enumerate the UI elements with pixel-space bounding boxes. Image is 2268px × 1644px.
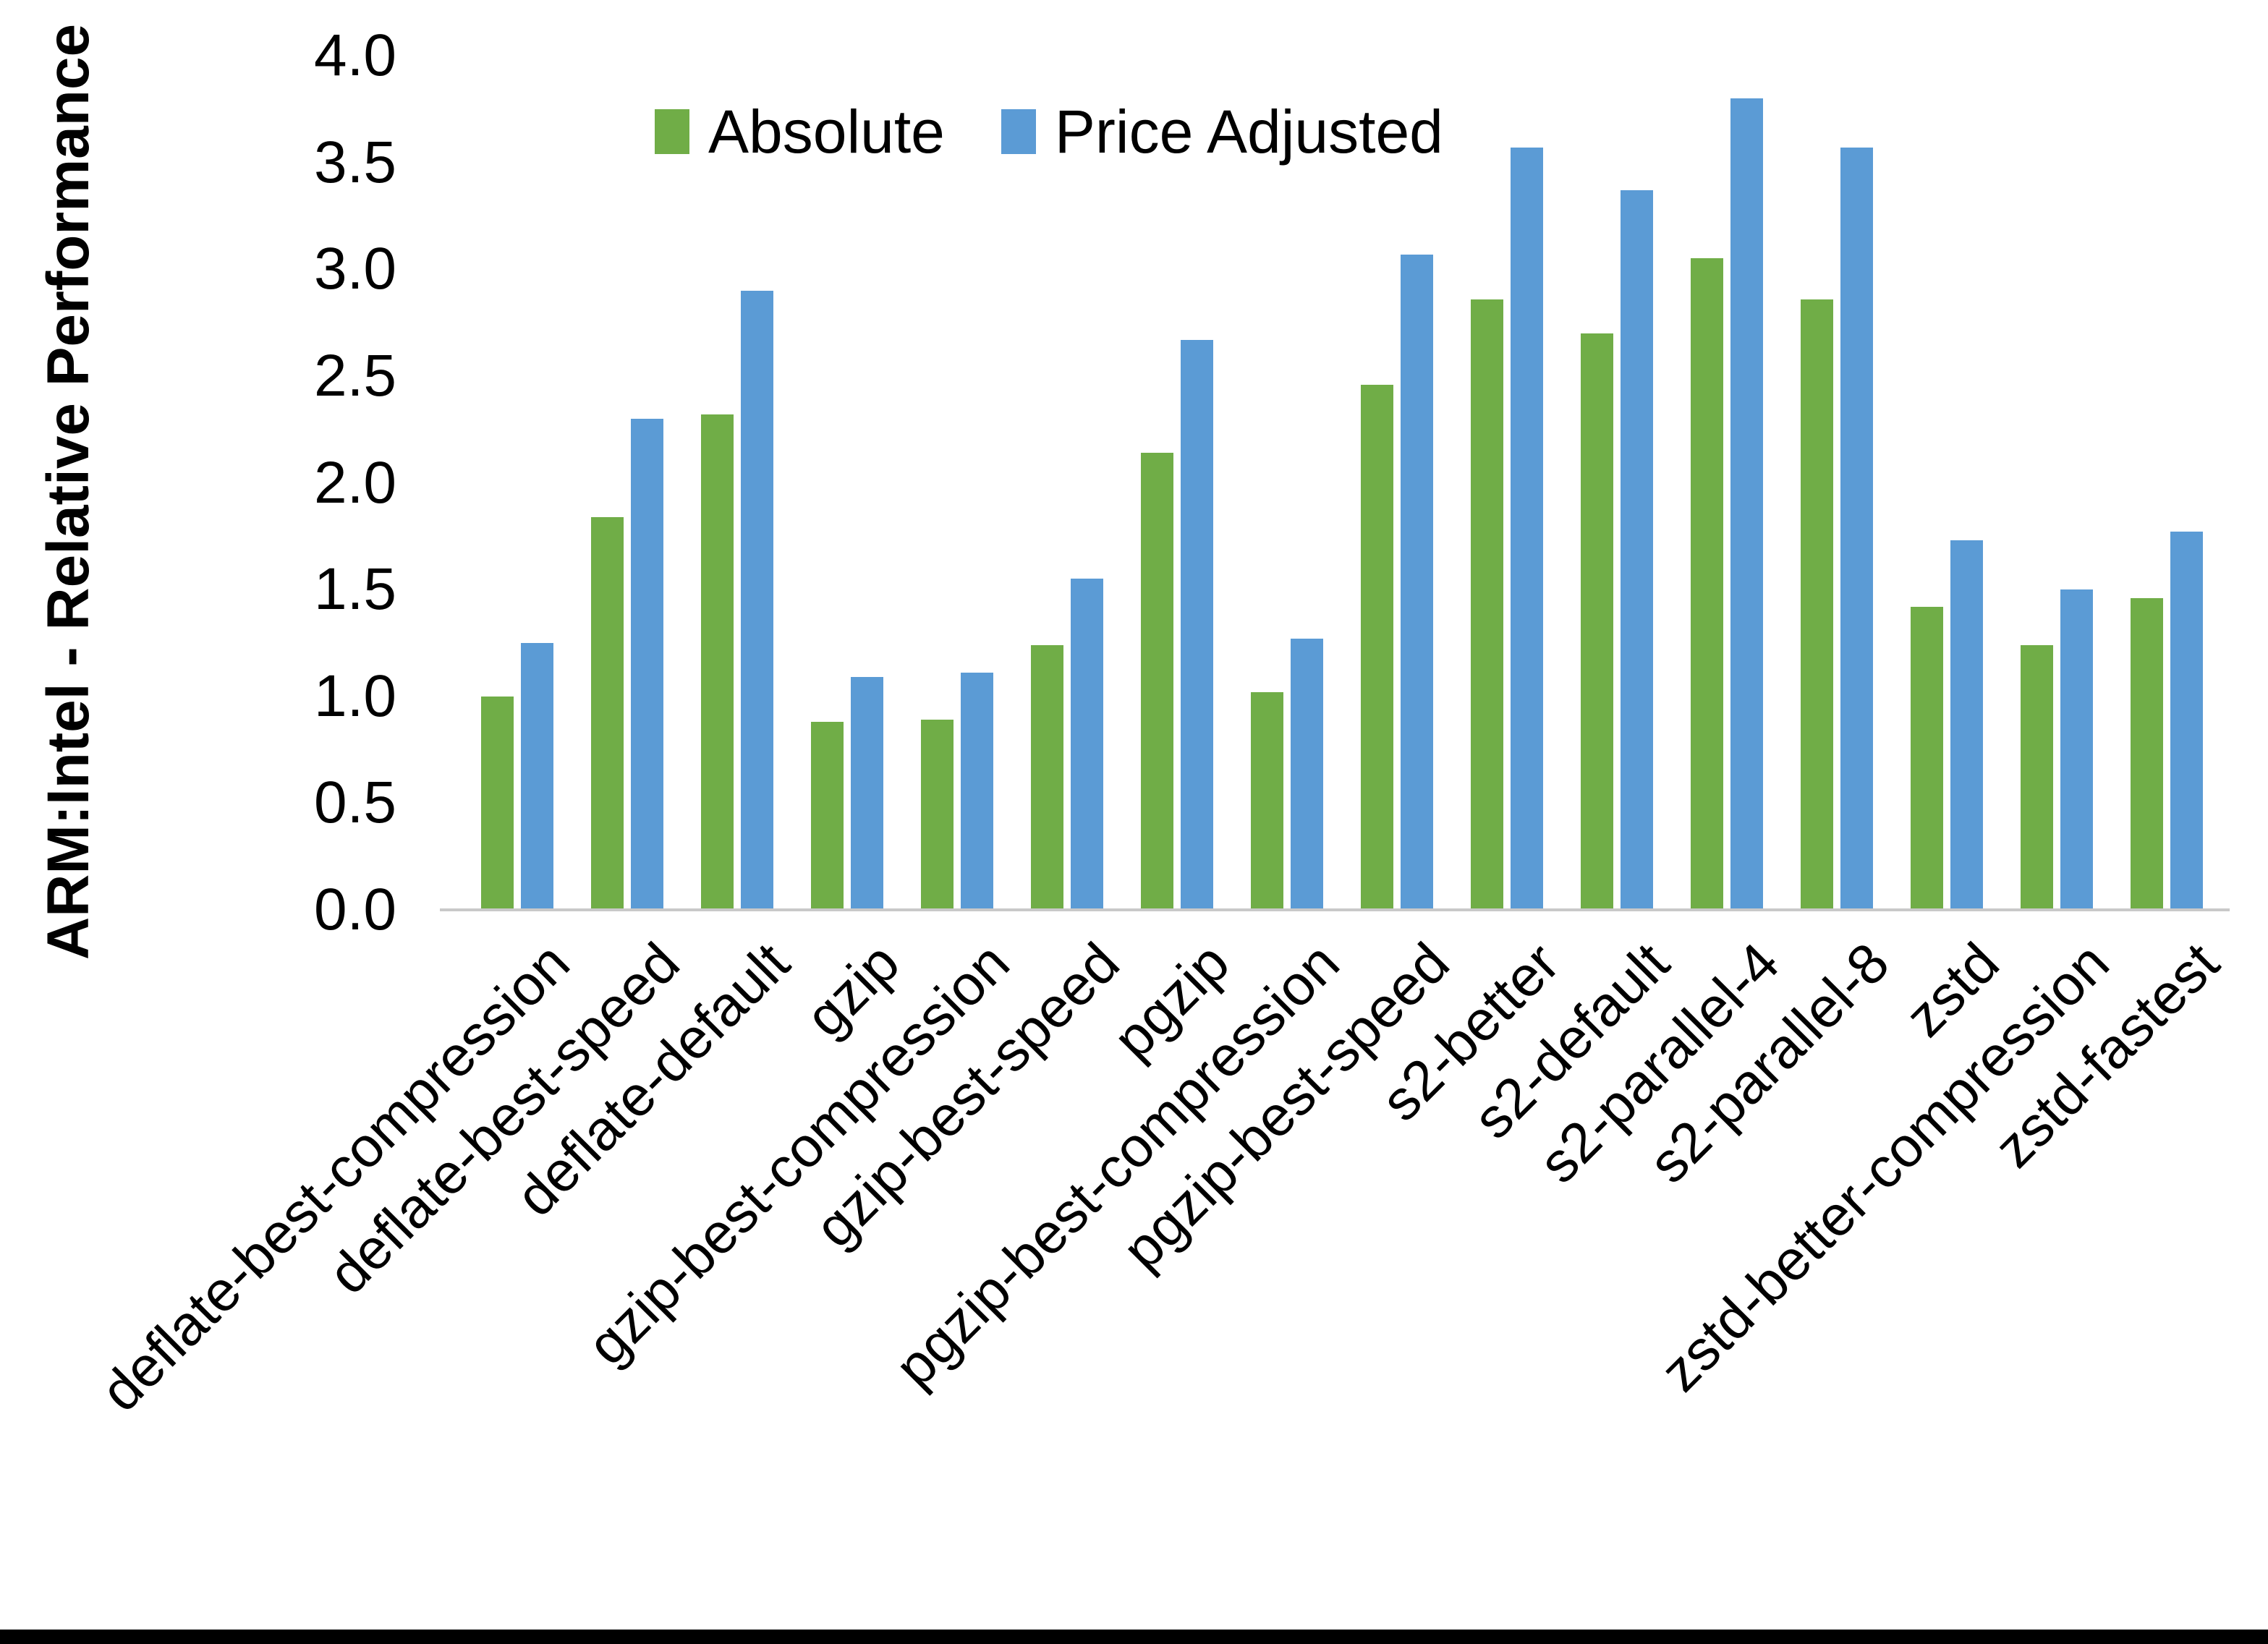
bar-absolute-deflate-best-compression: [481, 696, 514, 910]
bar-absolute-s2-parallel-8: [1801, 299, 1833, 910]
bar-absolute-gzip: [811, 722, 844, 910]
y-tick-label: 1.0: [314, 663, 396, 729]
legend: Absolute Price Adjusted: [655, 101, 1443, 162]
bar-price-adjusted-s2-default: [1621, 190, 1653, 910]
bar-price-adjusted-zstd-fastest: [2170, 532, 2203, 910]
bar-price-adjusted-pgzip: [1181, 339, 1213, 910]
bottom-border-bar: [0, 1630, 2268, 1644]
legend-swatch: [1001, 109, 1036, 154]
bar-absolute-deflate-default: [701, 414, 734, 910]
x-axis-line: [440, 908, 2230, 911]
y-tick-label: 4.0: [314, 22, 396, 88]
legend-label: Absolute: [708, 98, 945, 166]
legend-item-absolute: Absolute: [655, 101, 945, 162]
bar-price-adjusted-s2-parallel-8: [1840, 147, 1873, 910]
legend-label: Price Adjusted: [1054, 98, 1443, 166]
bar-absolute-zstd: [1911, 606, 1943, 910]
category-label-deflate-best-compression: deflate-best-compression: [88, 930, 582, 1423]
y-tick-label: 1.5: [314, 556, 396, 623]
legend-swatch: [655, 109, 689, 154]
bar-price-adjusted-zstd: [1950, 540, 1983, 910]
bar-absolute-deflate-best-speed: [591, 516, 624, 910]
bar-absolute-pgzip-best-compression: [1251, 691, 1283, 910]
bar-absolute-s2-parallel-4: [1691, 258, 1723, 910]
bar-price-adjusted-zstd-better-compression: [2060, 589, 2093, 910]
y-tick-label: 3.5: [314, 129, 396, 195]
bar-absolute-zstd-fastest: [2131, 597, 2163, 910]
bar-absolute-pgzip: [1141, 453, 1173, 910]
bar-price-adjusted-pgzip-best-compression: [1291, 639, 1323, 910]
bar-price-adjusted-deflate-default: [741, 290, 773, 910]
y-tick-label: 2.0: [314, 449, 396, 516]
bar-absolute-gzip-best-compression: [921, 720, 954, 910]
y-axis-title: ARM:Intel - Relative Performance: [35, 23, 101, 961]
y-tick-label: 3.0: [314, 236, 396, 302]
bar-absolute-gzip-best-speed: [1031, 644, 1063, 910]
bar-price-adjusted-pgzip-best-speed: [1401, 254, 1433, 910]
bar-absolute-zstd-better-compression: [2021, 644, 2053, 910]
bar-absolute-s2-default: [1581, 333, 1613, 910]
y-tick-label: 0.0: [314, 877, 396, 942]
y-tick-label: 2.5: [314, 342, 396, 409]
bar-price-adjusted-deflate-best-compression: [521, 642, 553, 910]
y-tick-label: 0.5: [314, 770, 396, 836]
bar-price-adjusted-deflate-best-speed: [631, 418, 663, 910]
bar-absolute-s2-better: [1471, 299, 1503, 910]
legend-item-price-adjusted: Price Adjusted: [1001, 101, 1443, 162]
bar-absolute-pgzip-best-speed: [1361, 384, 1393, 910]
bar-price-adjusted-gzip-best-compression: [961, 673, 993, 910]
bar-price-adjusted-gzip-best-speed: [1071, 579, 1103, 910]
bar-price-adjusted-s2-parallel-4: [1730, 98, 1763, 910]
bar-price-adjusted-gzip: [851, 677, 883, 910]
bar-price-adjusted-s2-better: [1511, 147, 1543, 910]
